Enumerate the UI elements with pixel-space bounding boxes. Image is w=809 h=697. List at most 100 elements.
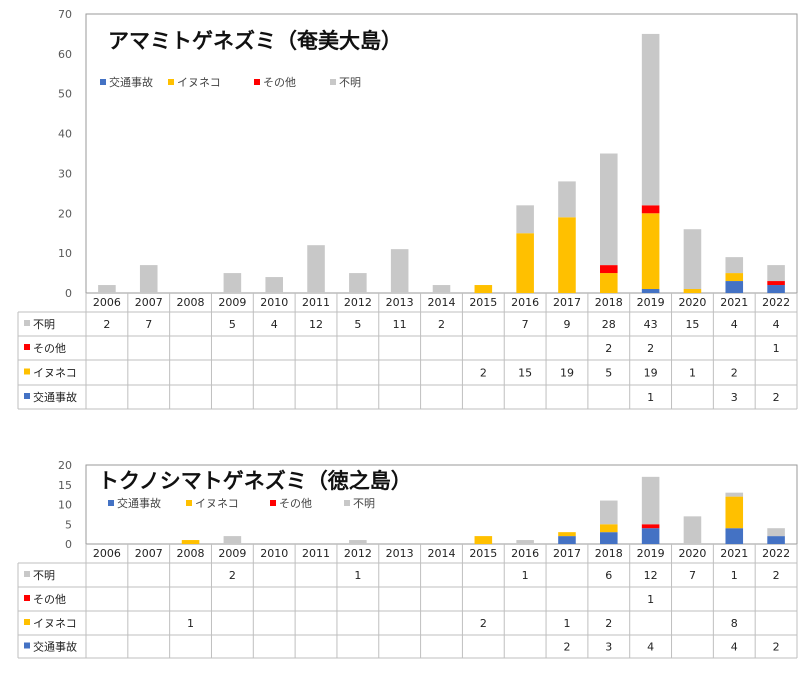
legend-label: その他 <box>263 76 296 89</box>
y-tick-label: 15 <box>58 479 72 492</box>
x-tick-label: 2016 <box>511 547 539 560</box>
bar-segment <box>767 281 785 286</box>
x-tick-label: 2008 <box>177 296 205 309</box>
bar-segment <box>641 33 660 206</box>
data-label: 5 <box>229 318 236 331</box>
bar-segment <box>600 153 618 266</box>
table-row-swatch <box>24 571 30 577</box>
bar-segment <box>558 536 576 544</box>
data-label: 1 <box>731 569 738 582</box>
bar-segment <box>558 532 576 537</box>
bar-segment <box>767 265 785 282</box>
y-tick-label: 20 <box>58 207 72 220</box>
table-row-swatch <box>24 344 30 350</box>
x-tick-label: 2018 <box>595 547 623 560</box>
legend-swatch <box>186 500 192 506</box>
bar-segment <box>390 249 409 293</box>
data-label: 1 <box>689 367 696 380</box>
data-label: 4 <box>773 318 780 331</box>
legend-swatch <box>100 79 106 85</box>
y-tick-label: 40 <box>58 128 72 141</box>
data-label: 8 <box>731 617 738 630</box>
data-label: 4 <box>647 641 654 654</box>
x-tick-label: 2017 <box>553 296 581 309</box>
bar-segment <box>181 540 200 544</box>
data-label: 2 <box>480 617 487 630</box>
data-label: 11 <box>393 318 407 331</box>
table-row-header: イヌネコ <box>33 617 77 630</box>
data-label: 1 <box>563 617 570 630</box>
y-tick-label: 5 <box>65 518 72 531</box>
bar-segment <box>725 496 744 529</box>
table-row-swatch <box>24 642 30 649</box>
bar-segment <box>558 217 576 293</box>
x-tick-label: 2013 <box>386 547 414 560</box>
bar-segment <box>767 536 785 544</box>
x-tick-label: 2021 <box>720 296 748 309</box>
data-label: 7 <box>145 318 152 331</box>
y-tick-label: 20 <box>58 459 72 472</box>
table-row-swatch <box>24 320 30 326</box>
bar-segment <box>516 233 534 293</box>
bar-segment <box>98 285 116 293</box>
x-tick-label: 2015 <box>469 547 497 560</box>
bar-segment <box>474 536 493 544</box>
x-tick-label: 2009 <box>218 547 246 560</box>
data-label: 1 <box>647 391 654 404</box>
data-label: 15 <box>685 318 699 331</box>
y-tick-label: 70 <box>58 8 72 21</box>
x-tick-label: 2011 <box>302 296 330 309</box>
bar-segment <box>516 205 534 234</box>
bar-segment <box>725 257 744 274</box>
data-label: 2 <box>480 367 487 380</box>
bar-segment <box>641 524 660 529</box>
bar-segment <box>432 285 451 293</box>
bar-segment <box>474 285 493 293</box>
bar-segment <box>725 281 744 293</box>
data-label: 5 <box>605 367 612 380</box>
bar-segment <box>767 285 785 293</box>
y-tick-label: 0 <box>65 538 72 551</box>
bar-segment <box>725 273 744 282</box>
bar-segment <box>725 492 744 497</box>
table-row-swatch <box>24 619 30 625</box>
data-label: 3 <box>605 641 612 654</box>
table-row-header: その他 <box>33 342 66 355</box>
bar-segment <box>641 528 660 544</box>
x-tick-label: 2016 <box>511 296 539 309</box>
bar-segment <box>683 289 702 293</box>
x-tick-label: 2021 <box>720 547 748 560</box>
table-row-header: 不明 <box>33 569 55 582</box>
table-row-header: その他 <box>33 593 66 606</box>
legend-swatch <box>168 79 174 85</box>
legend-label: 交通事故 <box>109 75 153 89</box>
data-label: 2 <box>605 617 612 630</box>
bar-segment <box>600 265 618 274</box>
y-tick-label: 10 <box>58 247 72 260</box>
legend-label: 交通事故 <box>117 496 161 510</box>
bar-segment <box>641 476 660 525</box>
y-tick-label: 60 <box>58 48 72 61</box>
x-tick-label: 2019 <box>637 296 665 309</box>
data-label: 6 <box>605 569 612 582</box>
x-tick-label: 2017 <box>553 547 581 560</box>
data-label: 7 <box>522 318 529 331</box>
data-label: 5 <box>354 318 361 331</box>
x-tick-label: 2010 <box>260 296 288 309</box>
data-label: 43 <box>644 318 658 331</box>
data-label: 2 <box>731 367 738 380</box>
x-tick-label: 2012 <box>344 296 372 309</box>
x-tick-label: 2008 <box>177 547 205 560</box>
legend-label: 不明 <box>353 497 375 510</box>
legend-label: イヌネコ <box>177 76 221 89</box>
x-tick-label: 2018 <box>595 296 623 309</box>
data-label: 2 <box>605 342 612 355</box>
x-tick-label: 2015 <box>469 296 497 309</box>
data-label: 19 <box>644 367 658 380</box>
bar-segment <box>600 524 618 533</box>
bar-segment <box>600 273 618 293</box>
bar-segment <box>139 265 158 293</box>
data-label: 19 <box>560 367 574 380</box>
